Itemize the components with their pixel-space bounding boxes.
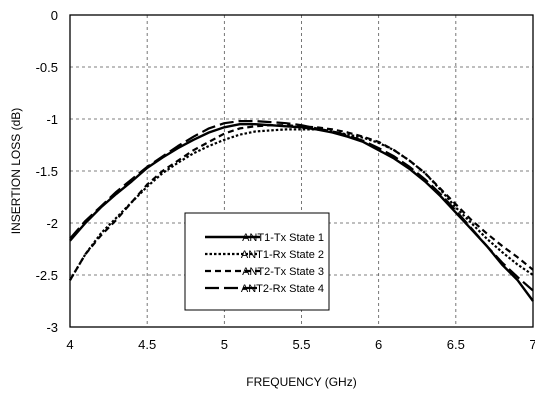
x-tick-label: 5.5 [292,337,310,352]
x-axis-label: FREQUENCY (GHz) [246,375,356,389]
series-lines [69,120,534,302]
y-tick-label: -3 [46,320,58,335]
series-line-4 [69,120,534,292]
legend-label: ANT1-Tx State 1 [242,232,324,244]
x-tick-label: 6 [375,337,382,352]
x-tick-label: 6.5 [447,337,465,352]
plot-frame [69,14,534,328]
y-tick-label: 0 [51,8,58,23]
series-line-2 [69,128,534,281]
legend-label: ANT2-Tx State 3 [242,266,324,278]
y-axis-label: INSERTION LOSS (dB) [9,108,23,234]
y-tick-label: -2.5 [36,268,58,283]
x-tick-label: 7 [529,337,535,352]
legend: ANT1-Tx State 1 ANT1-Rx State 2 ANT2-Tx St… [184,212,330,311]
y-tick-label: -2 [46,216,58,231]
y-tick-label: -1.5 [36,164,58,179]
x-tick-label: 5 [221,337,228,352]
y-tick-label: -0.5 [36,60,58,75]
y-tick-label: -1 [46,112,58,127]
legend-label: ANT2-Rx State 4 [241,283,324,295]
legend-box [184,212,330,311]
x-tick-label: 4.5 [138,337,156,352]
y-tick-labels: 0 -0.5 -1 -1.5 -2 -2.5 -3 [36,8,58,335]
x-tick-labels: 4 4.5 5 5.5 6 6.5 7 [66,337,535,352]
x-tick-label: 4 [66,337,73,352]
legend-label: ANT1-Rx State 2 [241,249,324,261]
